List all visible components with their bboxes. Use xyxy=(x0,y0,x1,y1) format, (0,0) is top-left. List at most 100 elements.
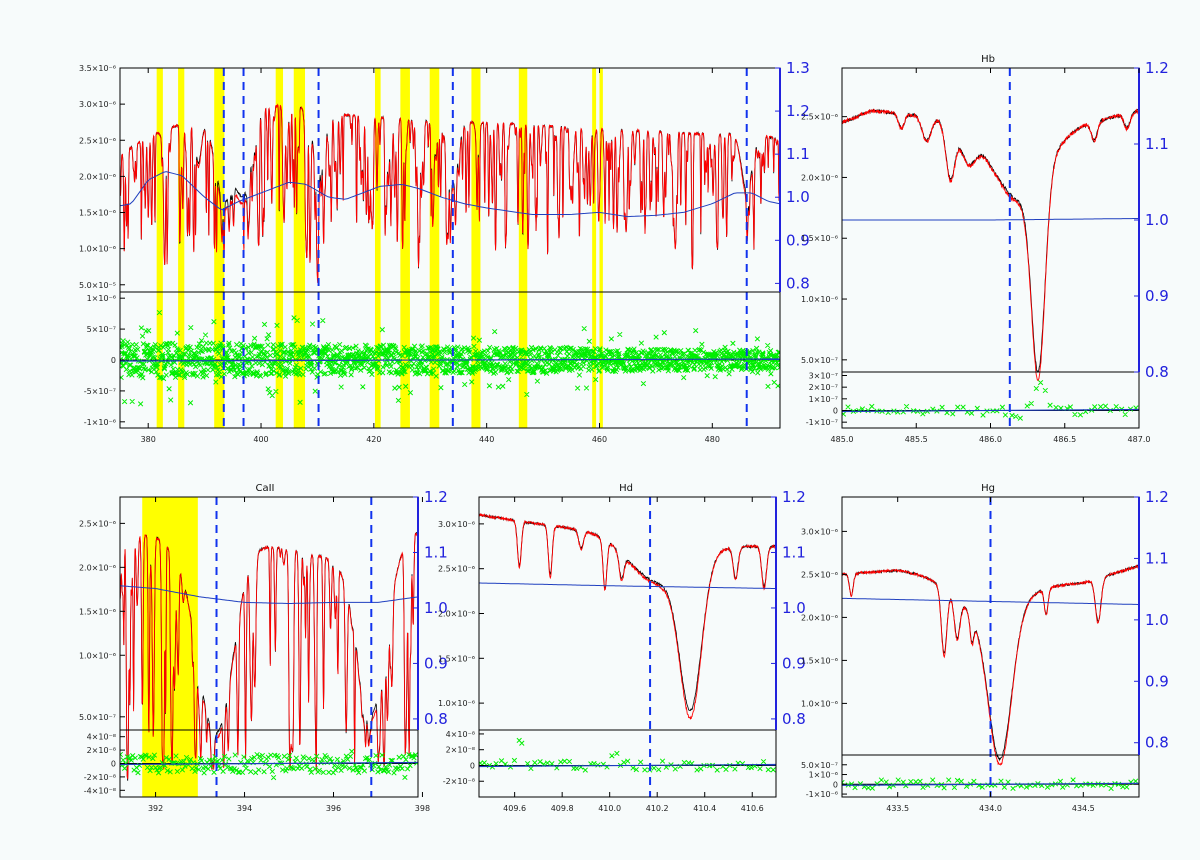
residual-tick-label-2: 1×10⁻⁷ xyxy=(809,395,838,404)
highlight-band-2 xyxy=(214,68,225,428)
residual-tick-label-1: 0 xyxy=(470,761,475,770)
x-tick-label-2: 410.0 xyxy=(598,804,621,813)
residual-trend-line xyxy=(120,761,418,766)
series-ratio xyxy=(120,171,780,218)
y-tick-label-3: 2.5×10⁻⁶ xyxy=(438,565,475,574)
x-tick-label-0: 433.5 xyxy=(886,804,909,813)
x-tick-label-1: 409.8 xyxy=(551,804,574,813)
residual-tick-label-4: 4×10⁻⁸ xyxy=(87,733,116,742)
y2-tick-label-1: 0.9 xyxy=(786,231,810,249)
residual-tick-label-1: 0 xyxy=(833,780,838,789)
x-tick-label-4: 487.0 xyxy=(1128,435,1151,444)
y-tick-label-3: 2.0×10⁻⁶ xyxy=(79,563,116,572)
y2-tick-label-4: 1.2 xyxy=(1145,59,1169,77)
highlight-band-11 xyxy=(599,68,603,428)
panel-hbeta: 485.0 485.5 486.0 486.5 487.0 5.0×10⁻⁷ 1.0×10⁻… xyxy=(801,59,1169,444)
y2-tick-label-0: 0.8 xyxy=(782,710,806,728)
highlight-band-9 xyxy=(518,68,528,428)
y2-tick-label-5: 1.3 xyxy=(786,59,810,77)
highlight-band-10 xyxy=(592,68,597,428)
residual-tick-label-4: 1×10⁻⁶ xyxy=(87,294,116,303)
y2-tick-label-0: 0.8 xyxy=(424,710,448,728)
residual-tick-label-0: -4×10⁻⁸ xyxy=(84,786,116,795)
y2-tick-label-3: 1.1 xyxy=(782,543,806,561)
residual-tick-label-1: -5×10⁻⁷ xyxy=(84,387,116,396)
series-model xyxy=(479,513,776,721)
y2-tick-label-1: 0.9 xyxy=(424,654,448,672)
panel-overview: 380 400 420 440 460 480 5.0×10⁻⁵ 1.0×10⁻⁶ 1.5×10… xyxy=(79,59,810,444)
x-tick-label-5: 410.6 xyxy=(741,804,764,813)
y2-tick-label-3: 1.1 xyxy=(424,543,448,561)
y-tick-label-2: 2.0×10⁻⁶ xyxy=(438,610,475,619)
x-tick-label-1: 485.5 xyxy=(905,435,928,444)
residual-tick-label-4: 3×10⁻⁷ xyxy=(809,372,838,381)
panel-title-hbeta: Hb xyxy=(981,54,995,65)
x-tick-label-4: 460 xyxy=(592,435,607,444)
highlight-band-0 xyxy=(156,68,163,428)
x-tick-label-3: 486.5 xyxy=(1053,435,1076,444)
residual-tick-label-1: 0 xyxy=(833,407,838,416)
residual-trend-line xyxy=(842,408,1139,413)
residual-tick-label-2: 2×10⁻⁸ xyxy=(446,746,475,755)
y2-tick-label-1: 0.9 xyxy=(1145,672,1169,690)
x-tick-label-3: 440 xyxy=(479,435,494,444)
y-tick-label-2: 1.5×10⁻⁶ xyxy=(79,209,116,218)
residual-tick-label-0: -1×10⁻⁶ xyxy=(84,418,116,427)
residual-tick-label-3: 4×10⁻⁸ xyxy=(446,730,475,739)
y-tick-label-4: 3.0×10⁻⁶ xyxy=(801,527,838,536)
residual-tick-label-0: -2×10⁻⁸ xyxy=(443,777,475,786)
y-tick-label-6: 3.5×10⁻⁶ xyxy=(79,64,116,73)
y-tick-label-4: 3.0×10⁻⁶ xyxy=(438,520,475,529)
y-tick-label-0: 1.0×10⁻⁶ xyxy=(801,699,838,708)
y-tick-label-1: 1.0×10⁻⁶ xyxy=(79,245,116,254)
plot-area-hgamma xyxy=(842,497,1139,797)
highlight-band-3 xyxy=(275,68,284,428)
y2-tick-label-4: 1.2 xyxy=(1145,488,1169,506)
y2-tick-label-2: 1.0 xyxy=(424,599,448,617)
y-tick-label-0: 5.0×10⁻⁷ xyxy=(79,713,116,722)
x-tick-label-1: 400 xyxy=(253,435,268,444)
highlight-band-6 xyxy=(400,68,410,428)
residual-tick-label-2: 1×10⁻⁶ xyxy=(809,771,838,780)
y-tick-label-3: 2.0×10⁻⁶ xyxy=(79,172,116,181)
y2-tick-label-0: 0.8 xyxy=(786,274,810,292)
residual-tick-label-3: 2×10⁻⁷ xyxy=(809,383,838,392)
y-tick-label-2: 1.5×10⁻⁶ xyxy=(801,234,838,243)
plot-area-hbeta xyxy=(842,68,1139,428)
y-tick-label-3: 2.5×10⁻⁶ xyxy=(801,570,838,579)
residual-tick-label-3: 5.0×10⁻⁷ xyxy=(801,761,838,770)
y2-tick-label-0: 0.8 xyxy=(1145,734,1169,752)
y-tick-label-5: 3.0×10⁻⁶ xyxy=(79,100,116,109)
residual-tick-label-0: -1×10⁻⁶ xyxy=(806,790,838,799)
x-tick-label-3: 410.2 xyxy=(646,804,669,813)
y-tick-label-0: 5.0×10⁻⁷ xyxy=(801,356,838,365)
x-tick-label-2: 434.5 xyxy=(1072,804,1095,813)
x-tick-label-1: 394 xyxy=(237,804,252,813)
y2-tick-label-4: 1.2 xyxy=(782,488,806,506)
y-tick-label-0: 1.0×10⁻⁶ xyxy=(438,699,475,708)
panel-title-caii: CaII xyxy=(255,483,274,494)
y2-tick-label-3: 1.1 xyxy=(786,145,810,163)
panel-title-hgamma: Hg xyxy=(981,483,995,494)
series-residual xyxy=(479,737,776,773)
plot-area-hdelta xyxy=(479,497,776,797)
x-tick-label-2: 420 xyxy=(366,435,381,444)
y2-tick-label-4: 1.2 xyxy=(424,488,448,506)
series-ratio xyxy=(842,218,1139,221)
residual-tick-label-3: 2×10⁻⁸ xyxy=(87,746,116,755)
y2-tick-label-2: 1.0 xyxy=(786,188,810,206)
residual-tick-label-3: 5×10⁻⁷ xyxy=(87,325,116,334)
x-tick-label-2: 486.0 xyxy=(979,435,1002,444)
x-tick-label-1: 434.0 xyxy=(979,804,1002,813)
highlight-band-7 xyxy=(429,68,440,428)
residual-tick-label-2: 0 xyxy=(111,760,116,769)
residual-trend-line xyxy=(479,763,776,768)
y2-tick-label-2: 1.0 xyxy=(1145,211,1169,229)
y-tick-label-1: 1.5×10⁻⁶ xyxy=(438,654,475,663)
x-tick-label-4: 410.4 xyxy=(693,804,716,813)
highlight-band-5 xyxy=(374,68,381,428)
series-ratio xyxy=(479,582,776,589)
highlight-band-1 xyxy=(178,68,185,428)
y-tick-label-1: 1.5×10⁻⁶ xyxy=(801,656,838,665)
